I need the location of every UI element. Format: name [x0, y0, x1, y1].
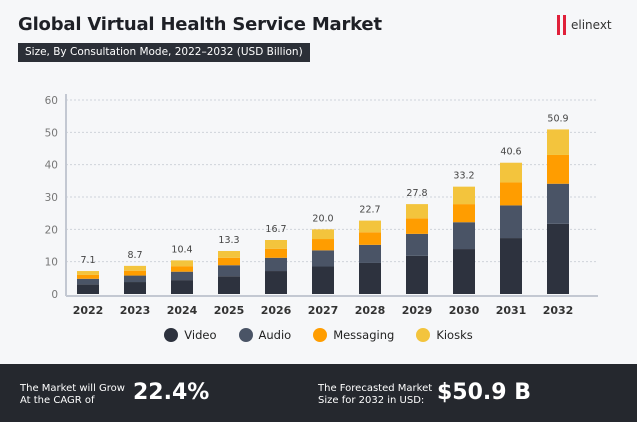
bar-segment-video	[218, 276, 240, 294]
bar-segment-audio	[500, 205, 522, 239]
x-tick-label: 2032	[543, 304, 574, 317]
legend-dot-icon	[238, 328, 253, 342]
legend-item-video: Video	[164, 328, 217, 342]
chart-title: Global Virtual Health Service Market	[18, 14, 382, 35]
cagr-label: The Market will Grow At the CAGR of	[20, 383, 125, 406]
bar-segment-kiosks	[265, 240, 287, 249]
y-tick-label: 60	[45, 95, 58, 107]
forecast-value: $50.9 B	[437, 380, 532, 405]
total-label: 27.8	[406, 188, 427, 199]
elinext-logo: elinext	[557, 15, 612, 35]
total-label: 40.6	[500, 147, 521, 158]
bar-segment-messaging	[500, 182, 522, 206]
bar-segment-audio	[265, 257, 287, 272]
total-label: 7.1	[80, 255, 95, 266]
y-tick-label: 40	[45, 160, 58, 172]
legend-label: Messaging	[333, 328, 395, 342]
bar-segment-messaging	[265, 248, 287, 258]
bar-segment-kiosks	[312, 229, 334, 240]
total-label: 8.7	[127, 250, 142, 261]
x-tick-label: 2028	[355, 304, 386, 317]
chart-subtitle: Size, By Consultation Mode, 2022–2032 (U…	[18, 43, 310, 62]
y-tick-label: 50	[45, 127, 58, 139]
bar-segment-video	[359, 262, 381, 294]
bar-segment-kiosks	[406, 204, 428, 219]
bar-segment-messaging	[312, 239, 334, 251]
total-label: 22.7	[359, 205, 380, 216]
bar-segment-messaging	[171, 266, 193, 272]
bar-segment-messaging	[124, 270, 146, 276]
bar-segment-audio	[547, 183, 569, 224]
y-tick-label: 10	[45, 257, 58, 269]
bar-segment-kiosks	[171, 260, 193, 267]
x-tick-label: 2027	[308, 304, 339, 317]
bar-segment-kiosks	[547, 129, 569, 155]
bar-segment-audio	[171, 271, 193, 281]
bar-segment-video	[124, 282, 146, 294]
legend-dot-icon	[164, 328, 179, 342]
bar-segment-kiosks	[218, 250, 240, 258]
bar-segment-kiosks	[77, 271, 99, 275]
legend-dot-icon	[416, 328, 431, 342]
legend-item-audio: Audio	[238, 328, 292, 342]
bar-segment-audio	[406, 233, 428, 256]
legend-label: Kiosks	[436, 328, 473, 342]
bar-segment-video	[500, 238, 522, 294]
logo-text: elinext	[571, 18, 612, 32]
y-tick-label: 30	[45, 192, 58, 204]
total-label: 20.0	[312, 213, 333, 224]
bar-segment-messaging	[406, 218, 428, 234]
bar-segment-video	[547, 223, 569, 294]
x-tick-label: 2023	[120, 304, 151, 317]
bar-segment-video	[171, 280, 193, 294]
forecast-label: The Forecasted Market Size for 2032 in US…	[318, 383, 433, 406]
x-tick-label: 2025	[214, 304, 245, 317]
bar-segment-messaging	[77, 274, 99, 279]
stacked-bar-chart: 01020304050607.120228.7202310.4202413.32…	[45, 94, 598, 317]
y-tick-label: 0	[51, 289, 58, 301]
bar-segment-audio	[359, 244, 381, 263]
x-tick-label: 2029	[402, 304, 433, 317]
bar-segment-audio	[453, 222, 475, 250]
cagr-value: 22.4%	[133, 380, 210, 405]
total-label: 33.2	[453, 171, 474, 182]
legend-item-kiosks: Kiosks	[416, 328, 473, 342]
bar-segment-kiosks	[500, 162, 522, 183]
bar-segment-audio	[312, 250, 334, 267]
bar-segment-messaging	[547, 154, 569, 184]
total-label: 16.7	[265, 224, 286, 235]
bar-segment-audio	[218, 265, 240, 277]
legend-item-messaging: Messaging	[313, 328, 394, 342]
bar-segment-messaging	[359, 232, 381, 245]
bar-segment-messaging	[453, 204, 475, 223]
bar-segment-video	[265, 271, 287, 294]
bar-segment-messaging	[218, 257, 240, 266]
total-label: 10.4	[171, 244, 192, 255]
bar-segment-kiosks	[359, 220, 381, 233]
bar-segment-video	[406, 255, 428, 294]
legend-label: Audio	[258, 328, 292, 342]
total-label: 13.3	[218, 235, 239, 246]
y-tick-label: 20	[45, 224, 58, 236]
bar-segment-video	[312, 266, 334, 294]
legend-dot-icon	[313, 328, 328, 342]
logo-icon	[557, 15, 566, 35]
x-tick-label: 2024	[167, 304, 198, 317]
x-tick-label: 2022	[73, 304, 104, 317]
bar-segment-video	[453, 249, 475, 294]
legend: Video Audio Messaging Kiosks	[0, 328, 637, 342]
bar-segment-kiosks	[453, 186, 475, 205]
bar-segment-kiosks	[124, 265, 146, 271]
x-tick-label: 2026	[261, 304, 292, 317]
x-tick-label: 2030	[449, 304, 480, 317]
bar-segment-audio	[124, 275, 146, 283]
legend-label: Video	[184, 328, 217, 342]
footer-band: The Market will Grow At the CAGR of 22.4%…	[0, 364, 637, 422]
bar-segment-video	[77, 284, 99, 294]
x-tick-label: 2031	[496, 304, 527, 317]
total-label: 50.9	[547, 113, 568, 124]
bar-segment-audio	[77, 278, 99, 285]
